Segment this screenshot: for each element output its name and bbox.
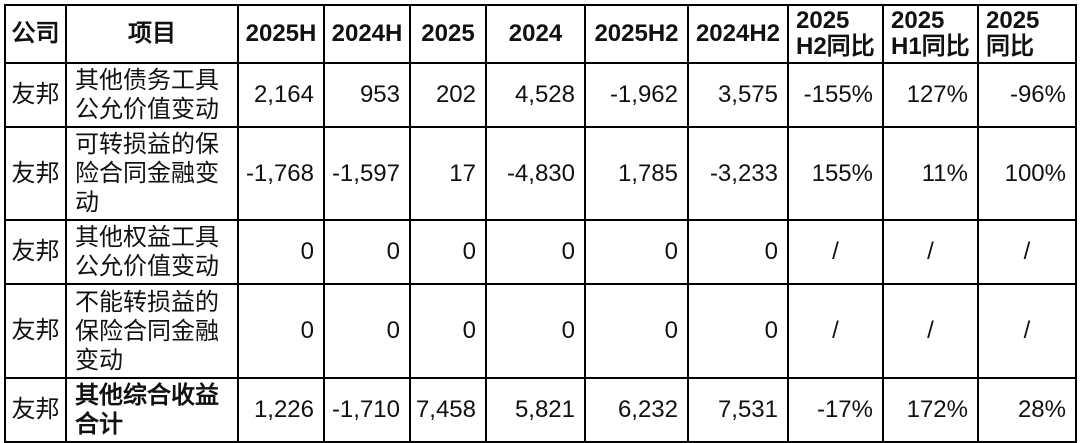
col-header-2024h: 2024H bbox=[323, 4, 411, 64]
value-cell: 0 bbox=[237, 219, 325, 285]
company-cell: 友邦 bbox=[4, 377, 67, 443]
value-cell: 155% bbox=[787, 126, 884, 221]
company-cell: 友邦 bbox=[4, 219, 67, 285]
value-cell: -17% bbox=[787, 377, 884, 443]
value-cell: / bbox=[882, 219, 979, 285]
value-cell: / bbox=[787, 283, 884, 379]
value-cell: 6,232 bbox=[584, 377, 689, 443]
col-header-2025h2-yoy: 2025 H2同比 bbox=[787, 4, 884, 64]
value-cell: / bbox=[977, 283, 1077, 379]
col-header-item: 项目 bbox=[65, 4, 239, 64]
value-cell: 2,164 bbox=[237, 62, 325, 128]
value-cell: 0 bbox=[687, 219, 789, 285]
financial-table: 公司 项目 2025H 2024H 2025 2024 2025H2 2024H… bbox=[4, 4, 1077, 443]
value-cell: 0 bbox=[584, 219, 689, 285]
value-cell: 0 bbox=[584, 283, 689, 379]
value-cell: / bbox=[977, 219, 1077, 285]
value-cell: 1,785 bbox=[584, 126, 689, 221]
company-cell: 友邦 bbox=[4, 62, 67, 128]
value-cell: -1,597 bbox=[323, 126, 411, 221]
table-row: 友邦 其他综合收益 合计 1,226 -1,710 7,458 5,821 6,… bbox=[4, 377, 1077, 443]
table-row: 友邦 其他债务工具 公允价值变动 2,164 953 202 4,528 -1,… bbox=[4, 62, 1077, 128]
item-cell: 其他债务工具 公允价值变动 bbox=[65, 62, 239, 128]
item-cell: 其他权益工具 公允价值变动 bbox=[65, 219, 239, 285]
value-cell: 0 bbox=[687, 283, 789, 379]
value-cell: 7,458 bbox=[409, 377, 487, 443]
value-cell: 202 bbox=[409, 62, 487, 128]
col-header-2024h2: 2024H2 bbox=[687, 4, 789, 64]
table-row: 友邦 可转损益的保 险合同金融变 动 -1,768 -1,597 17 -4,8… bbox=[4, 126, 1077, 221]
value-cell: -96% bbox=[977, 62, 1077, 128]
value-cell: 17 bbox=[409, 126, 487, 221]
value-cell: -1,962 bbox=[584, 62, 689, 128]
value-cell: 11% bbox=[882, 126, 979, 221]
value-cell: 0 bbox=[485, 283, 586, 379]
col-header-2025h2: 2025H2 bbox=[584, 4, 689, 64]
table-row: 友邦 不能转损益的 保险合同金融 变动 0 0 0 0 0 0 / / / bbox=[4, 283, 1077, 379]
value-cell: 0 bbox=[323, 283, 411, 379]
value-cell: 0 bbox=[409, 283, 487, 379]
header-row: 公司 项目 2025H 2024H 2025 2024 2025H2 2024H… bbox=[4, 4, 1077, 64]
value-cell: 3,575 bbox=[687, 62, 789, 128]
value-cell: -3,233 bbox=[687, 126, 789, 221]
value-cell: 0 bbox=[237, 283, 325, 379]
value-cell: 4,528 bbox=[485, 62, 586, 128]
value-cell: / bbox=[787, 219, 884, 285]
value-cell: -4,830 bbox=[485, 126, 586, 221]
value-cell: 7,531 bbox=[687, 377, 789, 443]
value-cell: 28% bbox=[977, 377, 1077, 443]
item-cell: 可转损益的保 险合同金融变 动 bbox=[65, 126, 239, 221]
value-cell: 0 bbox=[323, 219, 411, 285]
value-cell: / bbox=[882, 283, 979, 379]
value-cell: 1,226 bbox=[237, 377, 325, 443]
col-header-2025h: 2025H bbox=[237, 4, 325, 64]
col-header-2024: 2024 bbox=[485, 4, 586, 64]
col-header-company: 公司 bbox=[4, 4, 67, 64]
item-cell: 其他综合收益 合计 bbox=[65, 377, 239, 443]
value-cell: 0 bbox=[409, 219, 487, 285]
value-cell: -1,768 bbox=[237, 126, 325, 221]
value-cell: 127% bbox=[882, 62, 979, 128]
value-cell: 100% bbox=[977, 126, 1077, 221]
col-header-2025: 2025 bbox=[409, 4, 487, 64]
value-cell: 172% bbox=[882, 377, 979, 443]
col-header-2025-yoy: 2025 同比 bbox=[977, 4, 1077, 64]
value-cell: 0 bbox=[485, 219, 586, 285]
col-header-2025h1-yoy: 2025 H1同比 bbox=[882, 4, 979, 64]
value-cell: 953 bbox=[323, 62, 411, 128]
company-cell: 友邦 bbox=[4, 283, 67, 379]
value-cell: -155% bbox=[787, 62, 884, 128]
table-row: 友邦 其他权益工具 公允价值变动 0 0 0 0 0 0 / / / bbox=[4, 219, 1077, 285]
company-cell: 友邦 bbox=[4, 126, 67, 221]
item-cell: 不能转损益的 保险合同金融 变动 bbox=[65, 283, 239, 379]
value-cell: -1,710 bbox=[323, 377, 411, 443]
value-cell: 5,821 bbox=[485, 377, 586, 443]
